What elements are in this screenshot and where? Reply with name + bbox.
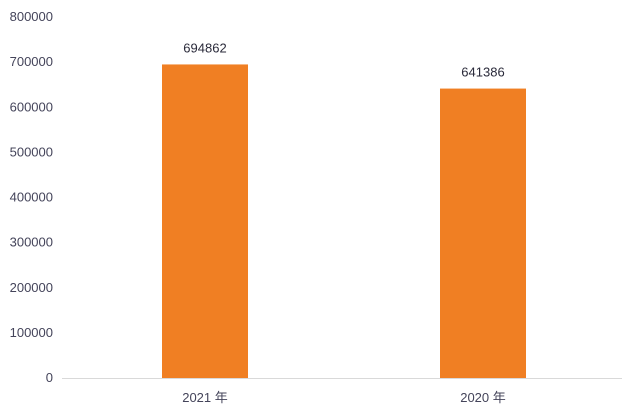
y-tick-label: 500000 <box>10 144 53 159</box>
y-tick-label: 400000 <box>10 190 53 205</box>
y-tick-label: 300000 <box>10 235 53 250</box>
x-tick-label: 2020 年 <box>460 390 506 405</box>
y-tick-label: 200000 <box>10 280 53 295</box>
bar-series <box>162 64 526 379</box>
bar <box>162 64 248 379</box>
y-tick-label: 600000 <box>10 99 53 114</box>
y-tick-label: 800000 <box>10 9 53 24</box>
data-labels: 694862 641386 <box>183 40 504 79</box>
x-tick-label: 2021 年 <box>182 390 228 405</box>
y-tick-label: 700000 <box>10 54 53 69</box>
y-tick-label: 0 <box>46 370 53 385</box>
bar-value-label: 694862 <box>183 40 226 55</box>
y-tick-label: 100000 <box>10 325 53 340</box>
x-axis: 2021 年 2020 年 <box>182 390 506 405</box>
bar <box>440 88 526 378</box>
bar-value-label: 641386 <box>461 65 504 80</box>
y-axis: 0 100000 200000 300000 400000 500000 600000 700… <box>10 9 53 385</box>
